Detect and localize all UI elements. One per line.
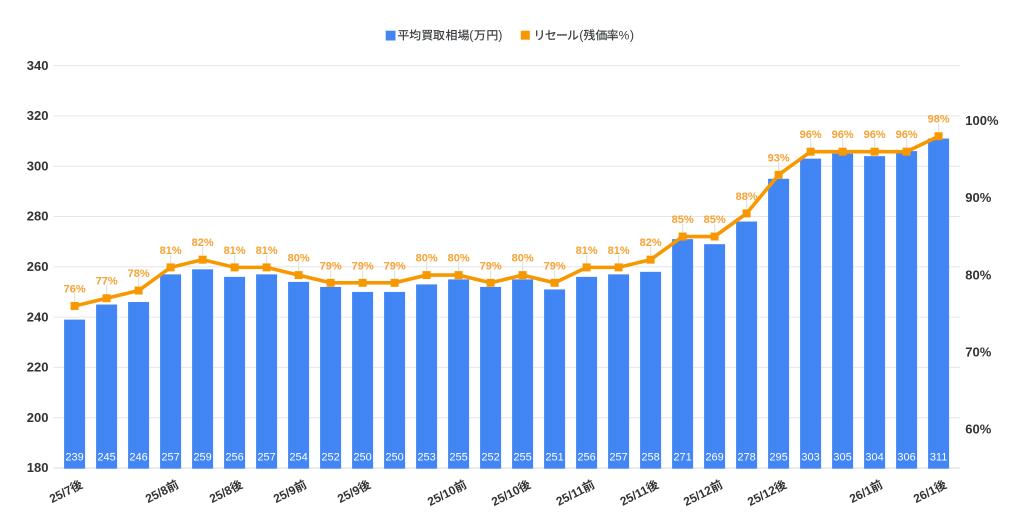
- svg-text:257: 257: [609, 452, 627, 464]
- svg-text:79%: 79%: [320, 260, 342, 272]
- svg-text:245: 245: [97, 452, 115, 464]
- svg-text:300: 300: [27, 158, 49, 173]
- svg-text:93%: 93%: [768, 152, 790, 164]
- svg-text:258: 258: [641, 452, 659, 464]
- svg-text:): ): [498, 29, 502, 43]
- svg-text:295: 295: [769, 452, 787, 464]
- svg-text:96%: 96%: [800, 129, 822, 141]
- svg-text:80%: 80%: [448, 253, 470, 265]
- svg-text:96%: 96%: [896, 129, 918, 141]
- svg-text:269: 269: [705, 452, 723, 464]
- svg-text:246: 246: [129, 452, 147, 464]
- svg-text:252: 252: [481, 452, 499, 464]
- svg-text:250: 250: [353, 452, 371, 464]
- svg-text:%: %: [619, 29, 630, 43]
- svg-text:78%: 78%: [128, 268, 150, 280]
- svg-text:303: 303: [801, 452, 819, 464]
- svg-text:96%: 96%: [864, 129, 886, 141]
- svg-text:180: 180: [27, 460, 49, 475]
- svg-text:305: 305: [833, 452, 851, 464]
- svg-text:): ): [630, 29, 634, 43]
- svg-text:60%: 60%: [965, 422, 991, 437]
- svg-text:79%: 79%: [384, 260, 406, 272]
- svg-text:70%: 70%: [965, 344, 991, 359]
- svg-text:271: 271: [673, 452, 691, 464]
- svg-text:255: 255: [449, 452, 467, 464]
- svg-text:82%: 82%: [192, 237, 214, 249]
- svg-text:250: 250: [385, 452, 403, 464]
- svg-text:311: 311: [930, 452, 948, 464]
- svg-text:79%: 79%: [352, 260, 374, 272]
- svg-text:257: 257: [161, 452, 179, 464]
- svg-text:88%: 88%: [736, 191, 758, 203]
- svg-text:(: (: [469, 29, 474, 43]
- svg-text:254: 254: [289, 452, 307, 464]
- svg-text:100%: 100%: [965, 113, 999, 128]
- svg-text:260: 260: [27, 259, 49, 274]
- svg-text:80%: 80%: [416, 253, 438, 265]
- svg-text:81%: 81%: [224, 245, 246, 257]
- svg-text:80%: 80%: [288, 253, 310, 265]
- svg-text:259: 259: [193, 452, 211, 464]
- svg-text:85%: 85%: [704, 214, 726, 226]
- svg-text:85%: 85%: [672, 214, 694, 226]
- svg-text:77%: 77%: [96, 276, 118, 288]
- svg-text:255: 255: [513, 452, 531, 464]
- svg-text:90%: 90%: [965, 190, 991, 205]
- svg-text:252: 252: [321, 452, 339, 464]
- svg-text:304: 304: [865, 452, 883, 464]
- svg-text:220: 220: [27, 360, 49, 375]
- svg-text:253: 253: [417, 452, 435, 464]
- svg-text:251: 251: [545, 452, 563, 464]
- svg-text:(: (: [579, 29, 584, 43]
- svg-text:96%: 96%: [832, 129, 854, 141]
- svg-text:79%: 79%: [480, 260, 502, 272]
- svg-text:200: 200: [27, 410, 49, 425]
- svg-text:256: 256: [225, 452, 243, 464]
- svg-text:340: 340: [27, 58, 49, 73]
- svg-text:257: 257: [257, 452, 275, 464]
- svg-text:82%: 82%: [640, 237, 662, 249]
- svg-text:280: 280: [27, 209, 49, 224]
- svg-text:80%: 80%: [965, 267, 991, 282]
- svg-text:81%: 81%: [160, 245, 182, 257]
- svg-text:278: 278: [737, 452, 755, 464]
- svg-text:80%: 80%: [512, 253, 534, 265]
- svg-text:239: 239: [65, 452, 83, 464]
- svg-text:256: 256: [577, 452, 595, 464]
- svg-text:81%: 81%: [608, 245, 630, 257]
- svg-text:81%: 81%: [256, 245, 278, 257]
- svg-text:81%: 81%: [576, 245, 598, 257]
- svg-text:79%: 79%: [544, 260, 566, 272]
- svg-text:240: 240: [27, 309, 49, 324]
- svg-text:76%: 76%: [64, 284, 86, 296]
- svg-text:320: 320: [27, 108, 49, 123]
- svg-text:98%: 98%: [928, 114, 950, 126]
- svg-text:306: 306: [897, 452, 915, 464]
